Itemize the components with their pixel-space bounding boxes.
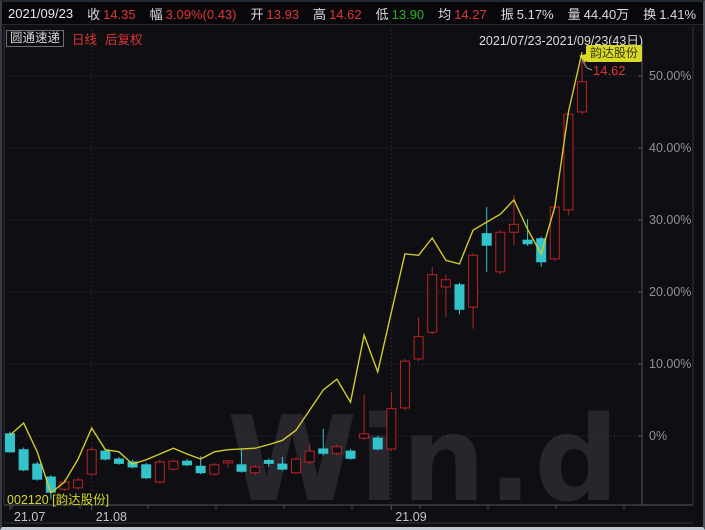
svg-text:30.00%: 30.00% (649, 213, 691, 227)
compare-stock-code-label: 002120 [韵达股份] (7, 493, 110, 507)
info-field-量: 量 44.40万 (567, 6, 630, 22)
quote-date: 2021/09/23 (8, 5, 74, 21)
svg-text:50.00%: 50.00% (649, 69, 691, 83)
date-range-label: 2021/07/23-2021/09/23(43日) (478, 34, 643, 48)
symbol-name-box[interactable]: 圆通速递 (6, 30, 65, 47)
last-price-label: 14.62 (593, 63, 626, 78)
svg-text:40.00%: 40.00% (649, 141, 691, 155)
adjust-option[interactable]: 后复权 (105, 33, 143, 47)
info-field-高: 高 14.62 (313, 6, 362, 22)
compare-stock-name: 韵达股份 (590, 46, 639, 60)
info-field-幅: 幅 3.09%(0.43) (149, 6, 237, 22)
svg-text:20.00%: 20.00% (649, 285, 691, 299)
period-option-daily[interactable]: 日线 (72, 33, 98, 47)
svg-text:21.07: 21.07 (14, 510, 45, 524)
info-bar: 2021/09/23 收 14.35 幅 3.09%(0.43) 开 13.93 高 14.6… (2, 2, 703, 25)
info-field-低: 低 13.90 (375, 6, 425, 22)
info-field-均: 均 14.27 (438, 6, 487, 22)
tag-arrow-icon (577, 51, 589, 63)
svg-text:0%: 0% (649, 429, 667, 443)
info-field-开: 开 13.93 (250, 6, 300, 22)
info-field-收: 收 14.35 (87, 6, 136, 22)
info-field-换: 换 1.41% (643, 6, 697, 22)
info-field-振: 振 5.17% (500, 6, 554, 22)
legend-row: 圆通速递 日线 后复权 (6, 29, 143, 48)
compare-stock-tag[interactable]: 韵达股份 (577, 45, 643, 63)
svg-text:21.09: 21.09 (395, 510, 426, 524)
svg-text:10.00%: 10.00% (649, 357, 691, 371)
svg-text:21.08: 21.08 (96, 510, 127, 524)
